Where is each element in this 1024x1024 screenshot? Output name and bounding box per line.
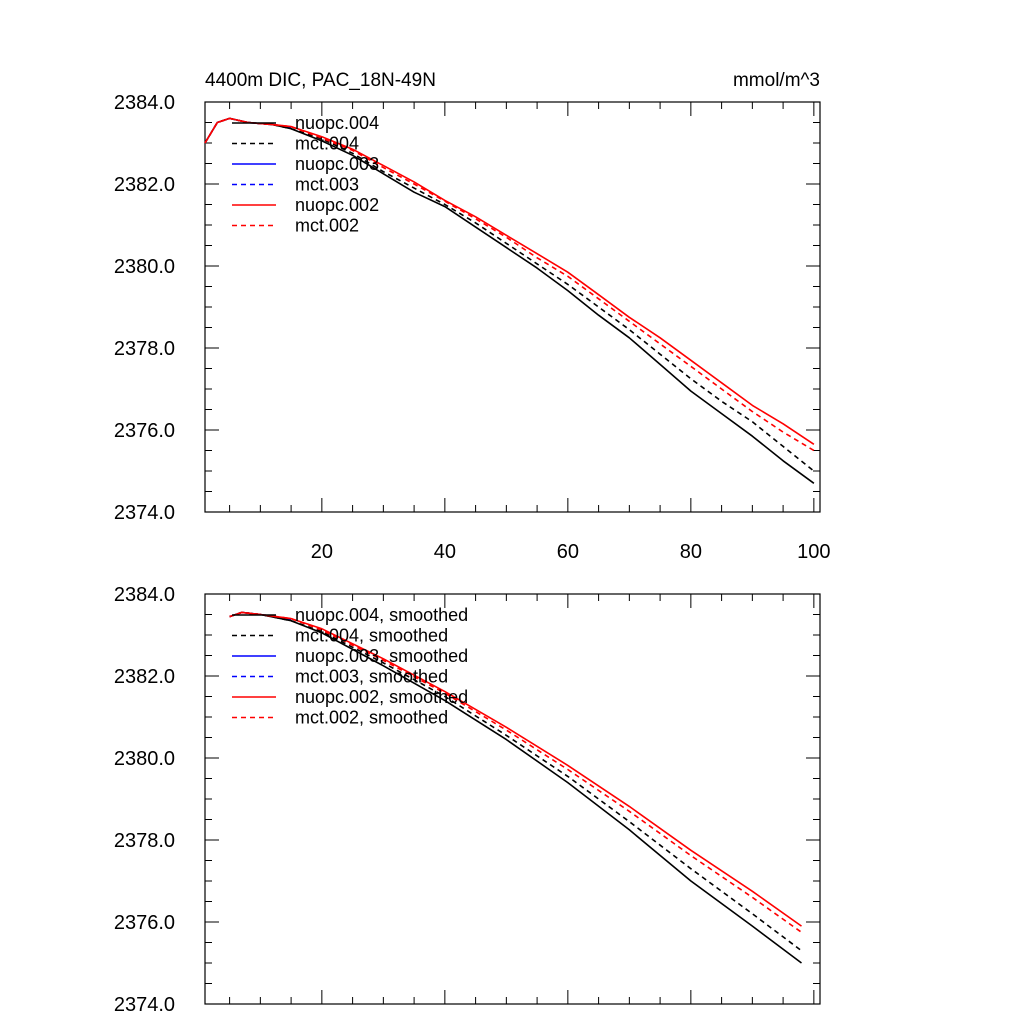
y-tick-label: 2384.0 [114,92,175,114]
y-tick-label: 2374.0 [114,502,175,524]
x-tick-label: 20 [311,541,333,563]
x-tick-label: 40 [434,541,456,563]
legend-label: nuopc.004, smoothed [295,605,468,625]
legend-label: mct.003 [295,175,359,195]
top-panel: 2374.0 2376.0 2378.0 2380.0 2382.0 2384.0 20 40… [114,92,831,563]
units-label: mmol/m^3 [733,70,820,91]
x-tick-label: 60 [557,541,579,563]
legend-label: mct.002 [295,216,359,236]
legend-label: mct.004, smoothed [295,626,448,646]
legend-label: nuopc.003 [295,154,379,174]
series-line-mct-002 [204,117,815,452]
y-tick-label: 2378.0 [114,830,175,852]
y-tick-label: 2376.0 [114,420,175,442]
y-tick-label: 2382.0 [114,174,175,196]
y-tick-label: 2374.0 [114,994,175,1016]
chart-title: 4400m DIC, PAC_18N-49N [205,70,436,91]
bottom-panel: 2374.0 2376.0 2378.0 2380.0 2382.0 2384.0 nuop… [114,584,821,1016]
legend-label: mct.002, smoothed [295,708,448,728]
legend-label: mct.003, smoothed [295,667,448,687]
legend-label: nuopc.003, smoothed [295,646,468,666]
legend-label: nuopc.002 [295,195,379,215]
y-tick-label: 2380.0 [114,748,175,770]
x-tick-label: 100 [797,541,830,563]
legend-label: nuopc.004 [295,113,379,133]
y-tick-label: 2382.0 [114,666,175,688]
y-tick-label: 2378.0 [114,338,175,360]
y-tick-label: 2384.0 [114,584,175,606]
legend-label: mct.004 [295,134,359,154]
y-tick-label: 2380.0 [114,256,175,278]
x-tick-label: 80 [680,541,702,563]
y-tick-label: 2376.0 [114,912,175,934]
legend-label: nuopc.002, smoothed [295,687,468,707]
